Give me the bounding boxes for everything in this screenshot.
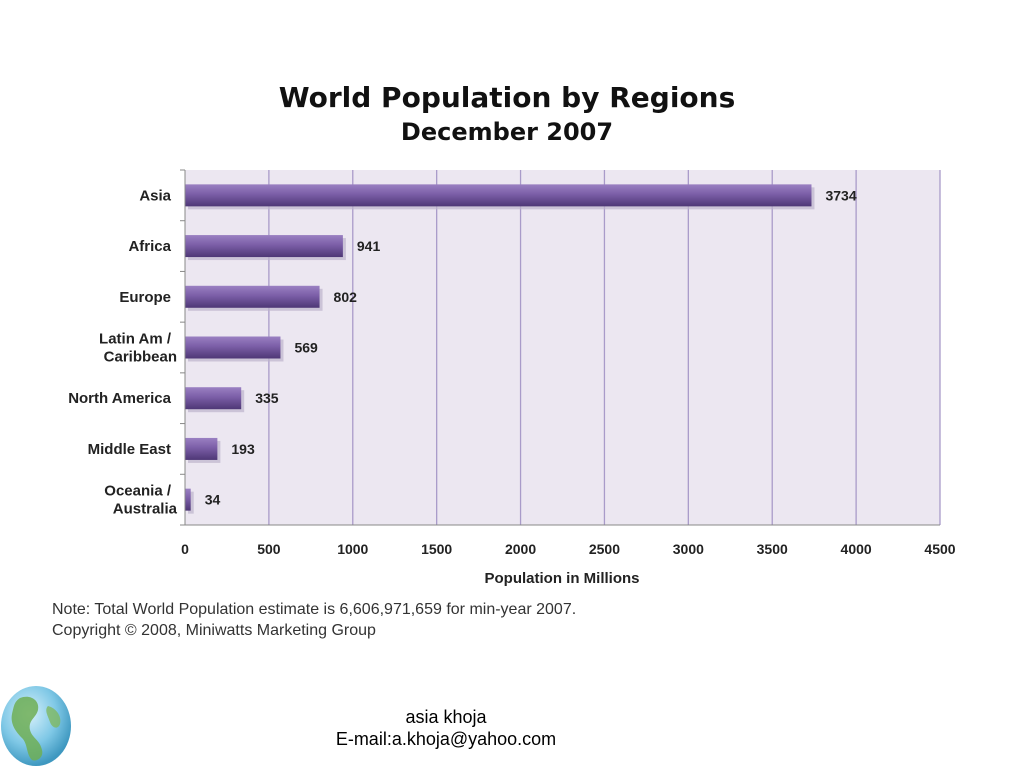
x-tick-label: 4000 (841, 541, 872, 557)
bar (185, 437, 218, 460)
bar (185, 285, 320, 308)
x-tick-label: 500 (257, 541, 281, 557)
x-axis-label: Population in Millions (485, 570, 640, 587)
gridlines (180, 169, 941, 526)
x-tick-label: 1000 (337, 541, 368, 557)
category-label: Oceania / Australia (104, 483, 177, 518)
bar (185, 235, 343, 258)
copyright-line: Copyright © 2008, Miniwatts Marketing Gr… (52, 622, 376, 639)
category-label: Africa (128, 238, 171, 255)
x-tick-labels: 0 500 1000 1500 2000 2500 3000 3500 4000 4500 (181, 541, 956, 557)
x-tick-label: 2500 (589, 541, 620, 557)
value-label: 3734 (825, 187, 856, 203)
bar (185, 336, 281, 359)
category-label: Middle East (88, 441, 171, 458)
x-tick-label: 4500 (924, 541, 955, 557)
plot-area (185, 170, 940, 525)
author-footer: asia khoja E-mail:a.khoja@yahoo.com (246, 706, 646, 750)
value-label: 193 (231, 441, 255, 457)
category-labels: Asia Africa Europe Latin Am / Caribbean North… (68, 187, 177, 517)
value-label: 569 (294, 340, 318, 356)
author-email: E-mail:a.khoja@yahoo.com (335, 729, 557, 749)
note-line: Note: Total World Population estimate is… (52, 601, 577, 618)
category-label: Latin Am / Caribbean (99, 331, 177, 366)
category-label: Asia (139, 187, 171, 204)
author-name: asia khoja (405, 707, 487, 727)
value-labels: 3734 941 802 569 335 193 34 (205, 187, 857, 507)
value-label: 802 (334, 289, 358, 305)
population-bar-chart: World Population by Regions December 200… (68, 81, 956, 587)
value-label: 34 (205, 492, 221, 508)
x-tick-label: 0 (181, 541, 189, 557)
bar-shadow (188, 491, 194, 514)
x-tick-label: 1500 (421, 541, 452, 557)
bar (185, 184, 812, 207)
globe-icon (1, 686, 71, 766)
x-tick-label: 2000 (505, 541, 536, 557)
bar (185, 488, 191, 511)
value-label: 941 (357, 238, 381, 254)
bars (185, 184, 815, 514)
chart-subtitle: December 2007 (401, 118, 613, 146)
x-tick-label: 3000 (673, 541, 704, 557)
category-label: Europe (119, 289, 171, 306)
category-label: North America (68, 390, 171, 407)
x-tick-label: 3500 (757, 541, 788, 557)
chart-title: World Population by Regions (279, 81, 736, 114)
chart-notes: Note: Total World Population estimate is… (52, 599, 576, 641)
bar (185, 387, 242, 410)
value-label: 335 (255, 390, 279, 406)
